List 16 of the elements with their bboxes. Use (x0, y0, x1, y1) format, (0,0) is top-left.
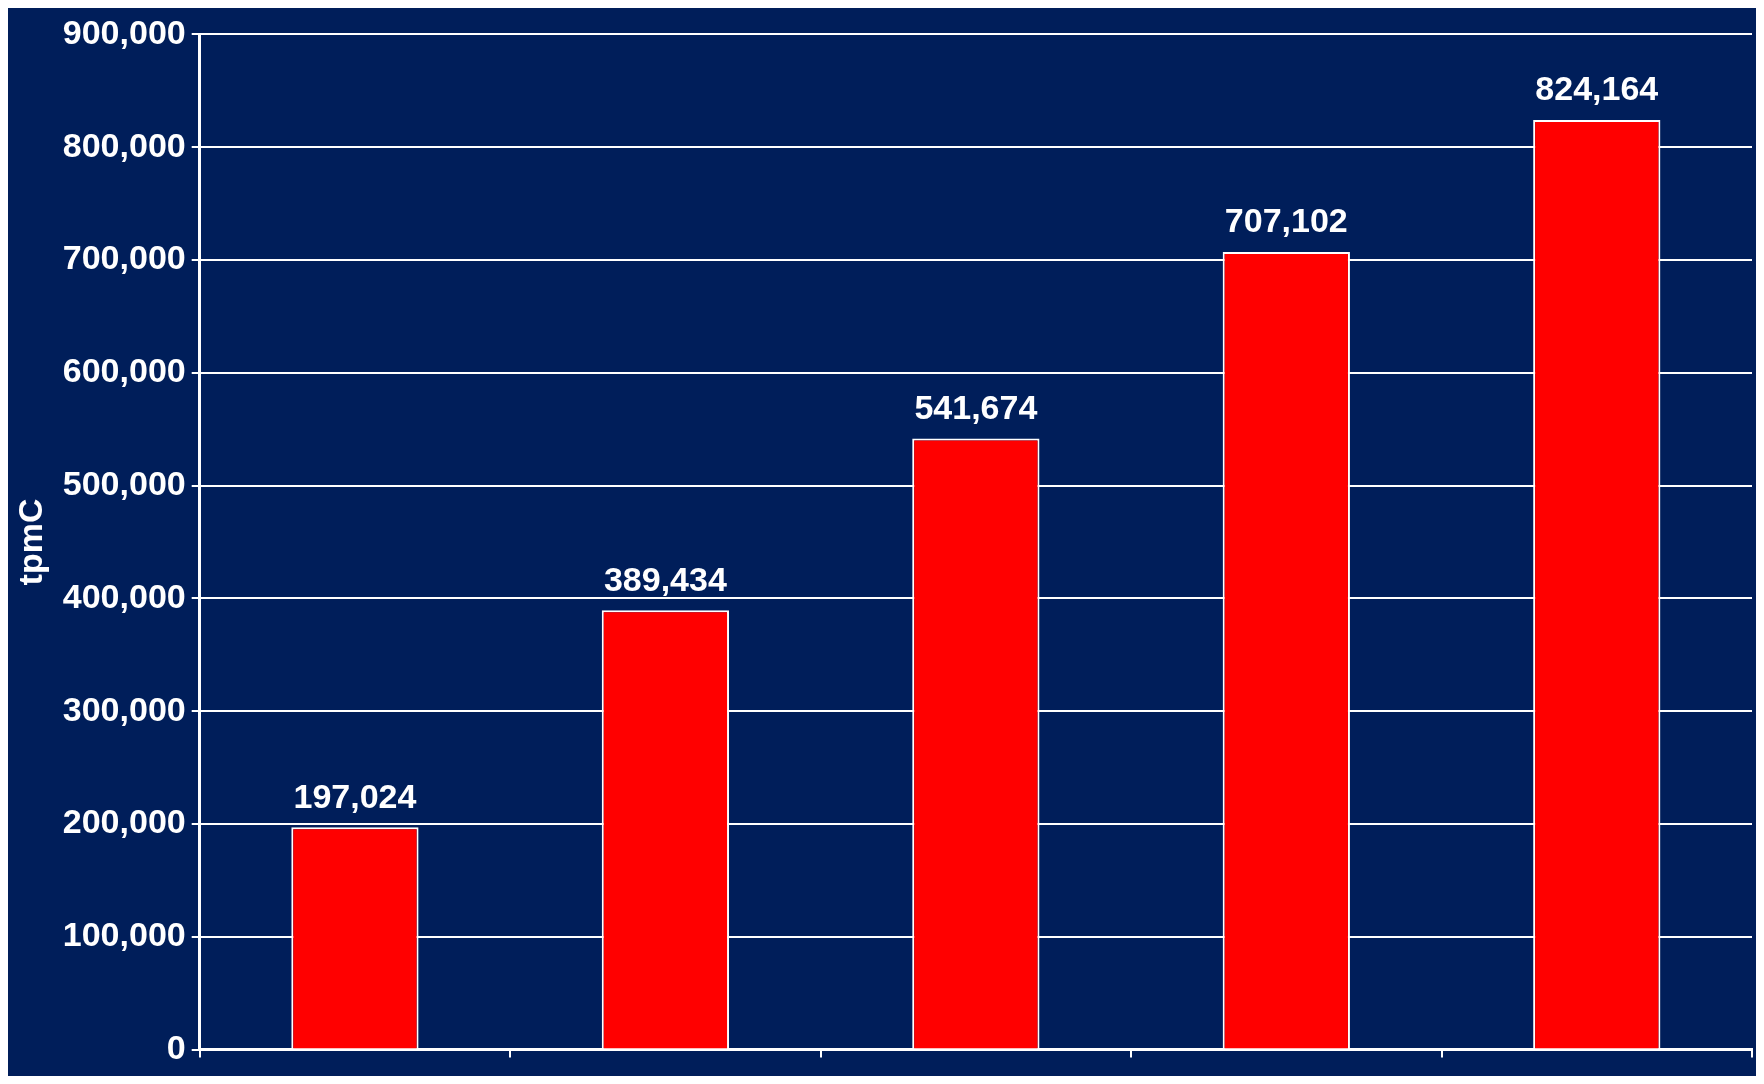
data-label: 541,674 (914, 387, 1038, 426)
y-tick-label: 200,000 (62, 802, 186, 841)
y-axis-title: tpmC (10, 498, 49, 586)
data-label: 197,024 (293, 776, 417, 815)
y-tick-label: 100,000 (62, 915, 186, 954)
data-label: 824,164 (1535, 69, 1659, 108)
y-tick-label: 0 (166, 1027, 186, 1066)
y-tick-label: 700,000 (62, 238, 186, 277)
y-tick-label: 900,000 (62, 12, 186, 51)
y-tick-label: 800,000 (62, 125, 186, 164)
data-label: 707,102 (1224, 201, 1348, 240)
y-tick-label: 300,000 (62, 689, 186, 728)
y-tick-label: 500,000 (62, 463, 186, 502)
y-tick-label: 600,000 (62, 351, 186, 390)
y-tick-label: 400,000 (62, 576, 186, 615)
data-label: 389,434 (603, 559, 727, 598)
